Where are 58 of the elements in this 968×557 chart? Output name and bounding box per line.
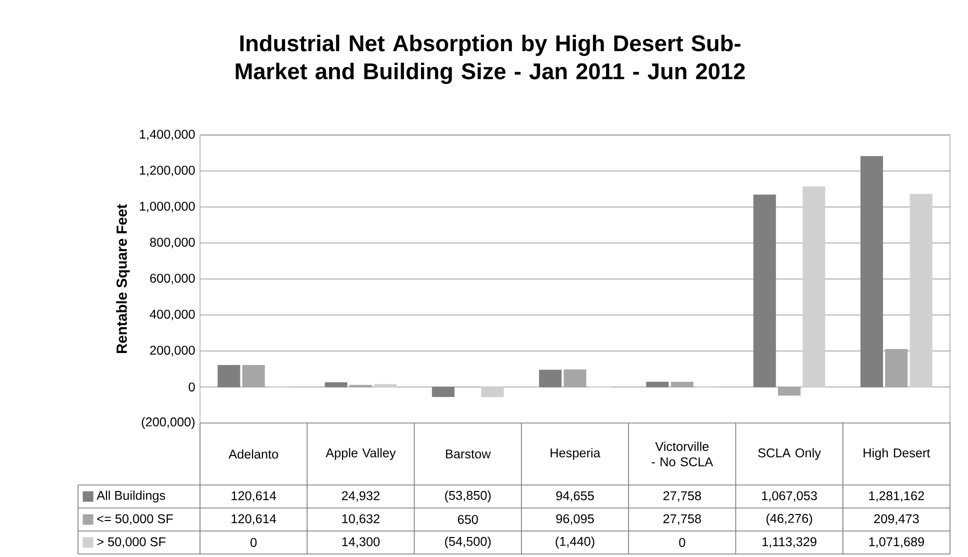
y-tick-label: 1,400,000: [140, 130, 195, 140]
bar: [481, 386, 504, 398]
chart-title: Industrial Net Absorption by High Desert Sub-Market and Building Size - Jan 2011 - Jun 2012: [236, 34, 745, 84]
data-label: 1,067,053: [762, 491, 817, 502]
data-label: (53,850): [445, 490, 491, 502]
x-tick-label: High Desert: [864, 448, 930, 460]
bar: [218, 365, 240, 388]
data-label: 1,113,329: [762, 537, 816, 548]
data-label: 120,614: [232, 514, 276, 525]
data-label: 96,095: [556, 514, 594, 525]
data-label: 650: [458, 515, 478, 524]
bar: [910, 194, 932, 388]
data-label: 120,614: [232, 491, 276, 502]
data-label: 94,655: [556, 491, 594, 502]
bar: [802, 186, 826, 388]
y-tick-label: 1,200,000: [140, 166, 195, 176]
bar: [860, 156, 884, 388]
y-tick-label: (200,000): [142, 417, 194, 429]
x-tick-label: Victorville - No SCLA: [652, 442, 714, 466]
data-label: (1,440): [556, 536, 594, 548]
bar: [753, 194, 776, 388]
data-label: 24,932: [342, 491, 380, 502]
y-tick-label: 0: [188, 382, 195, 392]
data-label: 14,300: [342, 537, 380, 548]
bar: [885, 349, 908, 388]
y-tick-label: 200,000: [150, 346, 195, 356]
y-tick-label: 1,000,000: [140, 202, 195, 212]
bar: [539, 370, 562, 388]
data-label: 27,758: [663, 491, 701, 502]
bar: [564, 369, 586, 388]
data-label: (46,276): [766, 514, 812, 526]
y-axis-title: Rentable Square Feet: [116, 204, 130, 353]
bar: [670, 382, 694, 388]
x-tick-label: Hesperia: [550, 448, 600, 460]
legend-label: All Buildings: [96, 490, 166, 502]
data-label: 0: [679, 538, 686, 547]
x-tick-label: SCLA Only: [758, 448, 821, 460]
y-tick-label: 800,000: [150, 238, 195, 248]
bar: [242, 365, 265, 388]
bar: [324, 382, 348, 388]
data-label: 1,071,689: [869, 537, 924, 548]
data-label: 1,281,162: [869, 491, 924, 502]
bar: [432, 386, 454, 397]
y-tick-label: 600,000: [150, 274, 195, 284]
legend-label: <= 50,000 SF: [97, 514, 173, 525]
bar: [374, 384, 397, 388]
x-tick-label: Adelanto: [228, 449, 278, 459]
x-tick-label: Barstow: [446, 450, 491, 458]
legend-label: > 50,000 SF: [97, 537, 166, 548]
bar: [778, 386, 801, 396]
y-tick-label: 400,000: [150, 310, 195, 320]
data-label: 10,632: [342, 514, 380, 525]
data-label: 0: [250, 538, 257, 547]
data-label: 27,758: [663, 514, 701, 525]
data-label: 209,473: [874, 514, 919, 525]
bar: [646, 382, 669, 388]
data-label: (54,500): [445, 536, 491, 548]
x-tick-label: Apple Valley: [326, 448, 396, 460]
